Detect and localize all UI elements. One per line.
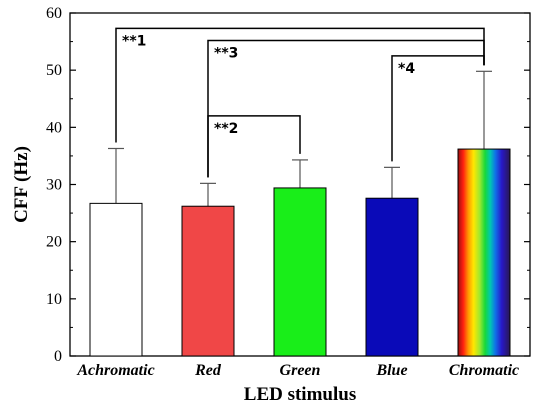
labels-layer: 0 10 20 30 40 50 60 Achromatic Red Green Blue Chrom…	[11, 5, 519, 405]
y-tick-label: 10	[46, 291, 62, 308]
bar-green	[273, 187, 327, 357]
x-tick-label: Achromatic	[76, 362, 154, 379]
y-axis-title: CFF (Hz)	[11, 146, 32, 223]
significance-label: *4	[398, 61, 415, 77]
significance-bracket	[207, 39, 485, 178]
x-tick-label: Red	[194, 362, 222, 379]
bar-achromatic	[89, 202, 143, 357]
bar-red	[181, 205, 235, 357]
y-tick-label: 50	[46, 62, 62, 79]
significance-bracket	[391, 55, 485, 162]
significance-label: **1	[122, 33, 146, 49]
x-tick-label: Green	[280, 362, 321, 379]
bars-layer	[89, 70, 511, 357]
significance-label: **2	[214, 121, 238, 137]
bar-chromatic	[457, 148, 511, 357]
y-tick-label: 60	[46, 5, 62, 22]
x-tick-label: Chromatic	[449, 362, 519, 379]
y-tick-label: 30	[46, 177, 62, 194]
x-tick-label: Blue	[375, 362, 407, 379]
y-tick-label: 0	[54, 348, 62, 365]
y-tick-label: 40	[46, 119, 62, 136]
bar-blue	[365, 197, 419, 357]
y-tick-label: 20	[46, 234, 62, 251]
significance-layer: **1 **3 **2 *4	[115, 27, 485, 178]
x-axis-title: LED stimulus	[244, 384, 356, 405]
significance-label: **3	[214, 45, 238, 61]
significance-bracket	[207, 115, 301, 178]
